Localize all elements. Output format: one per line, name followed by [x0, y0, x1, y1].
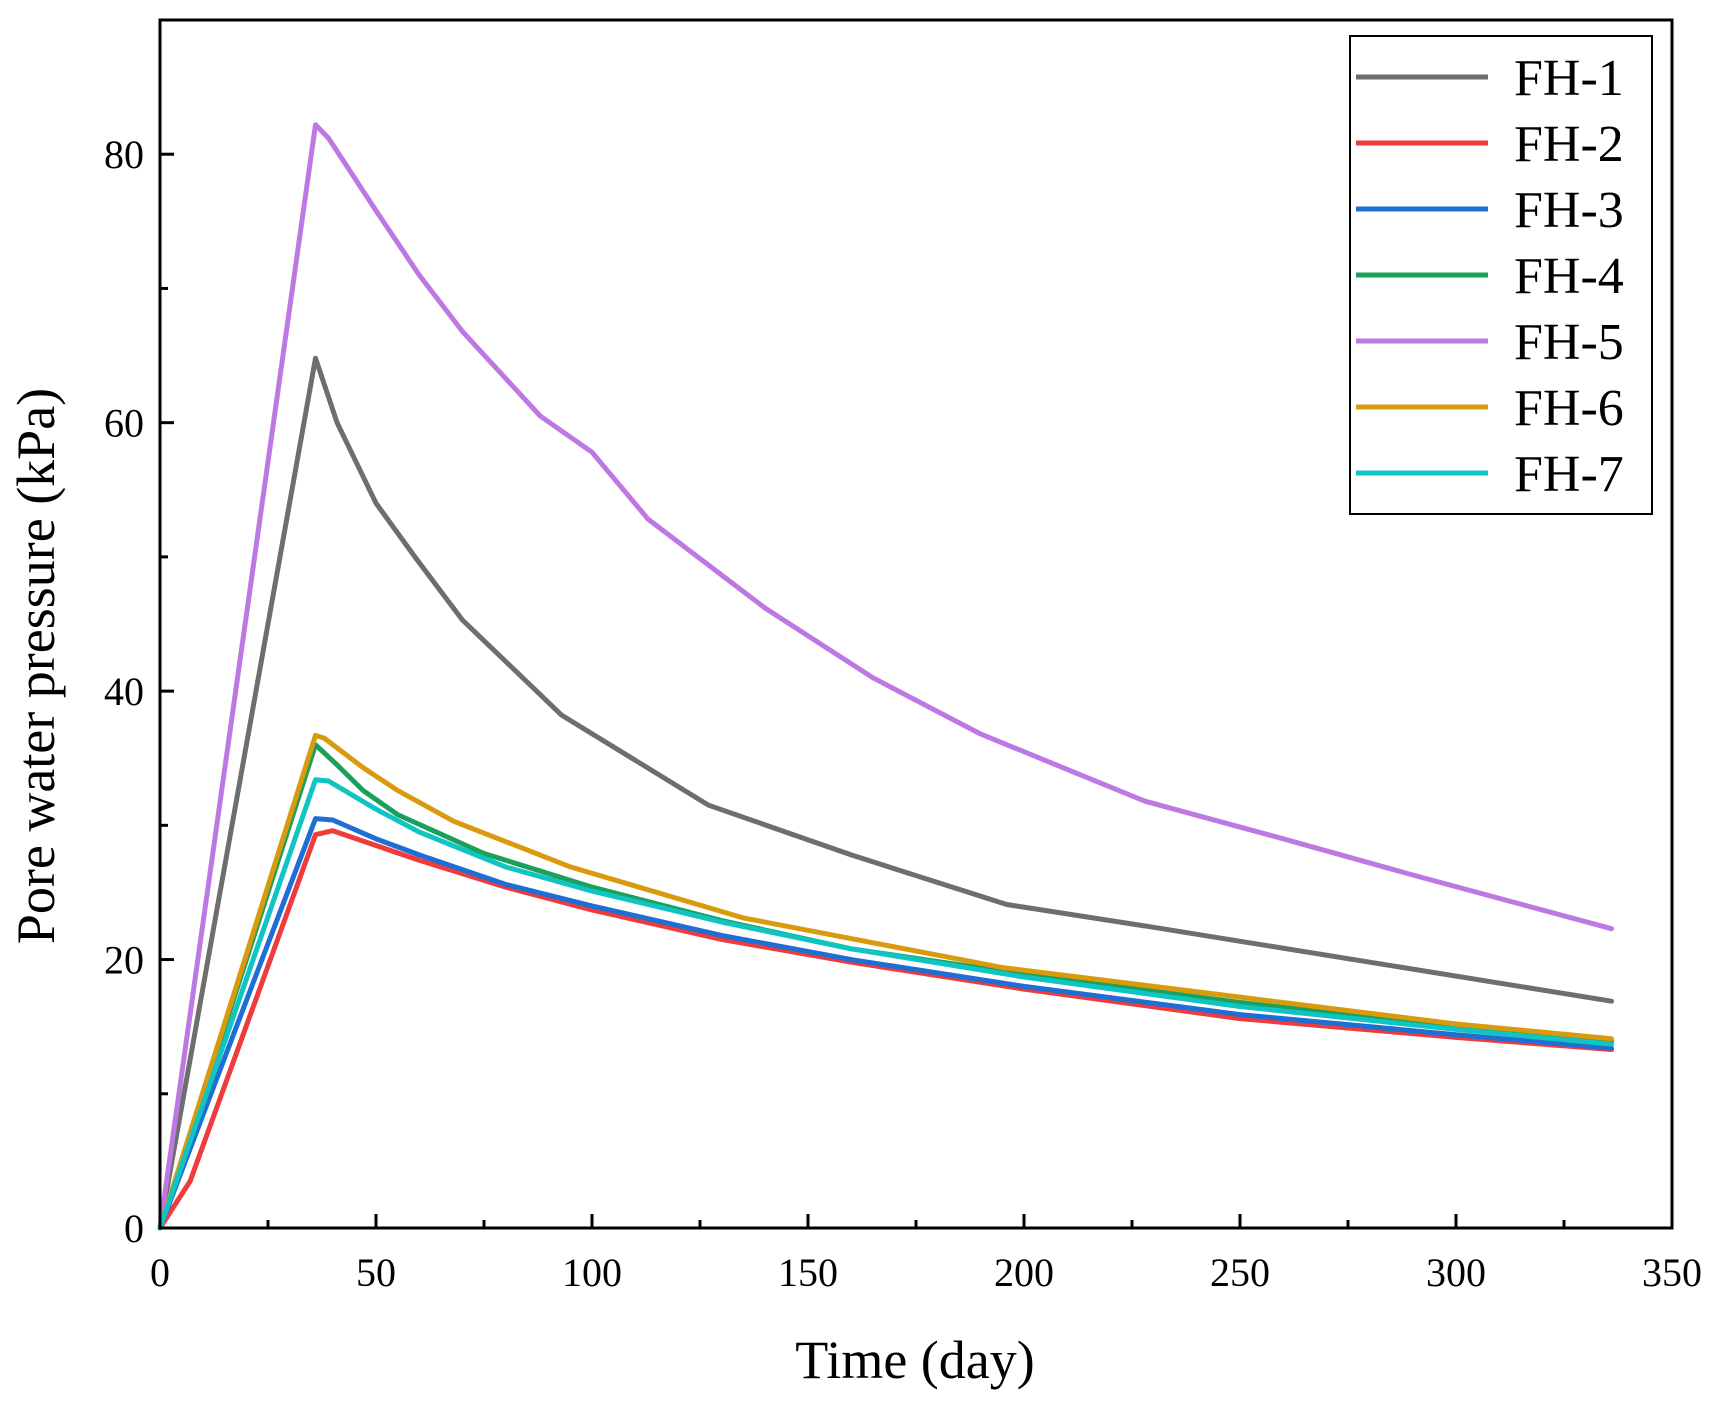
x-tick-label: 200	[994, 1250, 1054, 1295]
legend-label-fh-1: FH-1	[1514, 50, 1624, 107]
series-line-fh-3	[157, 816, 1614, 1231]
series-layer	[157, 122, 1614, 1231]
x-tick-label: 300	[1426, 1250, 1486, 1295]
x-tick-label: 50	[356, 1250, 396, 1295]
legend-label-fh-5: FH-5	[1514, 314, 1624, 371]
x-tick-label: 350	[1642, 1250, 1702, 1295]
x-axis-title: Time (day)	[795, 1330, 1035, 1390]
series-line-fh-6	[157, 732, 1614, 1231]
legend-label-fh-6: FH-6	[1514, 380, 1624, 437]
series-line-fh-1	[157, 355, 1614, 1231]
y-tick-label: 0	[124, 1206, 144, 1251]
series-line-fh-5	[157, 122, 1614, 1231]
axes-layer: 0 50 100 150 200 250 300 350 0 20 40 60 80	[104, 18, 1702, 1295]
series-line-fh-2	[157, 828, 1614, 1231]
legend-label-fh-7: FH-7	[1514, 446, 1624, 503]
legend-label-fh-3: FH-3	[1514, 182, 1624, 239]
y-tick-label: 40	[104, 669, 144, 714]
x-tick-label: 150	[778, 1250, 838, 1295]
x-tick-label: 0	[150, 1250, 170, 1295]
x-tick-label: 250	[1210, 1250, 1270, 1295]
legend-label-fh-2: FH-2	[1514, 116, 1624, 173]
series-line-fh-7	[157, 777, 1614, 1231]
y-tick-label: 60	[104, 401, 144, 446]
y-tick-label: 80	[104, 132, 144, 177]
legend-label-fh-4: FH-4	[1514, 248, 1624, 305]
series-line-fh-4	[157, 742, 1614, 1231]
y-tick-label: 20	[104, 938, 144, 983]
x-tick-label: 100	[562, 1250, 622, 1295]
y-axis-title: Pore water pressure (kPa)	[6, 388, 66, 944]
legend: FH-1 FH-2 FH-3 FH-4 FH-5 FH-6 FH-7	[1349, 35, 1653, 515]
